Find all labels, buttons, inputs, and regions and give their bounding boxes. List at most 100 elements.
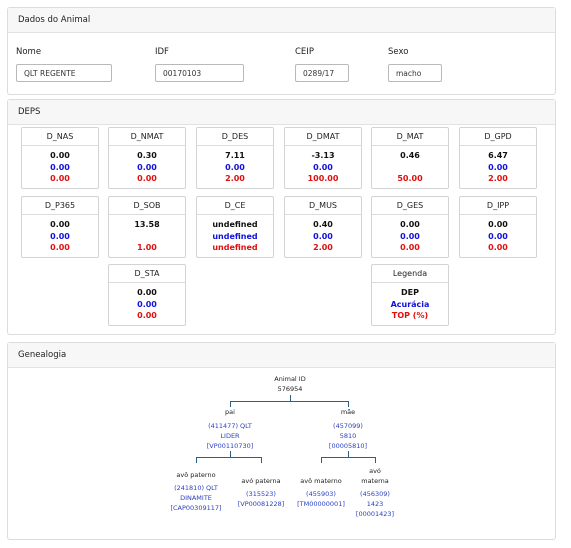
legend-dep: DEP <box>401 288 419 297</box>
nome-input[interactable]: QLT REGENTE <box>16 64 112 82</box>
dep-accuracy: 0.00 <box>488 162 508 172</box>
tree-line <box>230 401 348 402</box>
dep-accuracy: 0.00 <box>137 299 157 309</box>
dep-top: 2.00 <box>313 243 333 252</box>
dep-top: 0.00 <box>488 243 508 252</box>
dep-box-title: D_NMAT <box>109 128 185 146</box>
dep-top: 2.00 <box>225 174 245 183</box>
dep-top: 1.00 <box>137 243 157 252</box>
dep-value: 0.00 <box>50 151 70 160</box>
dep-top: 100.00 <box>307 174 339 183</box>
dep-accuracy: 0.00 <box>137 162 157 172</box>
tree-line <box>261 457 262 463</box>
tree-line <box>196 457 197 463</box>
legend-top: TOP (%) <box>391 311 429 320</box>
legend-acc: Acurácia <box>390 299 430 309</box>
dep-box-title: D_IPP <box>460 197 536 215</box>
genealogy-pai[interactable]: pai (411477) QLT LIDER [VP00110730] <box>206 408 254 450</box>
tree-line <box>290 395 291 401</box>
dep-box-title: D_DMAT <box>285 128 361 146</box>
dep-box-d-mus: D_MUS 0.40 0.00 2.00 <box>284 196 362 258</box>
sexo-input[interactable]: macho <box>388 64 442 82</box>
dep-accuracy: 0.00 <box>313 231 333 241</box>
dep-value: 13.58 <box>134 220 160 229</box>
tree-line <box>321 457 322 463</box>
tree-line <box>230 401 231 407</box>
genealogy-avo-materno[interactable]: avô materno (455903) [TM00000001] <box>297 477 345 508</box>
ceip-label: CEIP <box>295 47 314 57</box>
idf-label: IDF <box>155 47 169 57</box>
dep-top: 0.00 <box>137 311 157 320</box>
sexo-label: Sexo <box>388 47 409 57</box>
dep-accuracy <box>372 162 448 174</box>
tree-line <box>196 457 261 458</box>
genealogy-root: Animal ID 576954 <box>274 375 306 393</box>
dep-accuracy: 0.00 <box>313 162 333 172</box>
dep-box-d-ipp: D_IPP 0.00 0.00 0.00 <box>459 196 537 258</box>
dep-value: 6.47 <box>488 151 508 160</box>
dep-value: 0.46 <box>400 151 420 160</box>
dep-top: 50.00 <box>397 174 423 183</box>
deps-card-title: DEPS <box>8 100 555 125</box>
legend-box: Legenda DEP Acurácia TOP (%) <box>371 264 449 326</box>
dep-box-d-p365: D_P365 0.00 0.00 0.00 <box>21 196 99 258</box>
ceip-input[interactable]: 0289/17 <box>295 64 349 82</box>
tree-line <box>348 451 349 457</box>
dep-box-title: D_NAS <box>22 128 98 146</box>
nome-label: Nome <box>16 47 42 57</box>
dep-value: 0.40 <box>313 220 333 229</box>
dep-accuracy: 0.00 <box>225 162 245 172</box>
dep-value: 0.00 <box>400 220 420 229</box>
dep-accuracy: 0.00 <box>50 162 70 172</box>
genealogy-card-title: Genealogia <box>8 343 555 368</box>
dep-box-d-sta: D_STA 0.00 0.00 0.00 <box>108 264 186 326</box>
animal-card-title: Dados do Animal <box>8 8 555 33</box>
genealogy-mae[interactable]: mãe (457099) 5810 [00005810] <box>328 408 368 450</box>
dep-accuracy: 0.00 <box>50 231 70 241</box>
tree-line <box>230 451 231 457</box>
genealogy-avo-materna[interactable]: avó materna (456309) 1423 [00001423] <box>355 467 395 518</box>
dep-value: 7.11 <box>225 151 245 160</box>
dep-box-d-gpd: D_GPD 6.47 0.00 2.00 <box>459 127 537 189</box>
dep-box-d-dmat: D_DMAT -3.13 0.00 100.00 <box>284 127 362 189</box>
dep-box-d-sob: D_SOB 13.58 1.00 <box>108 196 186 258</box>
dep-box-title: D_STA <box>109 265 185 283</box>
tree-line <box>321 457 375 458</box>
dep-box-title: D_DES <box>197 128 273 146</box>
dep-box-title: D_CE <box>197 197 273 215</box>
dep-top: 0.00 <box>50 174 70 183</box>
genealogy-avo-paterno[interactable]: avô paterno (241810) QLT DINAMITE [CAP00… <box>170 471 222 512</box>
tree-line <box>375 457 376 463</box>
genealogy-avo-paterna[interactable]: avó paterna (315523) [VP00081228] <box>237 477 285 508</box>
dep-box-d-nmat: D_NMAT 0.30 0.00 0.00 <box>108 127 186 189</box>
dep-top: 0.00 <box>50 243 70 252</box>
dep-box-d-ce: D_CE undefined undefined undefined <box>196 196 274 258</box>
dep-accuracy: undefined <box>212 231 258 241</box>
dep-accuracy <box>109 231 185 243</box>
dep-value: 0.00 <box>488 220 508 229</box>
dep-box-d-nas: D_NAS 0.00 0.00 0.00 <box>21 127 99 189</box>
dep-top: 0.00 <box>137 174 157 183</box>
dep-box-title: D_GPD <box>460 128 536 146</box>
dep-accuracy: 0.00 <box>488 231 508 241</box>
dep-value: 0.00 <box>50 220 70 229</box>
tree-line <box>348 401 349 407</box>
dep-box-title: D_SOB <box>109 197 185 215</box>
dep-box-title: D_P365 <box>22 197 98 215</box>
dep-value: undefined <box>212 220 258 229</box>
dep-box-title: D_GES <box>372 197 448 215</box>
dep-accuracy: 0.00 <box>400 231 420 241</box>
dep-box-d-ges: D_GES 0.00 0.00 0.00 <box>371 196 449 258</box>
legend-title: Legenda <box>372 265 448 283</box>
animal-card: Dados do Animal Nome QLT REGENTE IDF 001… <box>7 7 556 95</box>
dep-box-d-des: D_DES 7.11 0.00 2.00 <box>196 127 274 189</box>
dep-top: 2.00 <box>488 174 508 183</box>
dep-box-title: D_MAT <box>372 128 448 146</box>
dep-box-d-mat: D_MAT 0.46 50.00 <box>371 127 449 189</box>
idf-input[interactable]: 00170103 <box>155 64 244 82</box>
dep-value: 0.30 <box>137 151 157 160</box>
dep-top: undefined <box>212 243 258 252</box>
dep-value: 0.00 <box>137 288 157 297</box>
genealogy-card: Genealogia <box>7 342 556 540</box>
dep-value: -3.13 <box>311 151 335 160</box>
